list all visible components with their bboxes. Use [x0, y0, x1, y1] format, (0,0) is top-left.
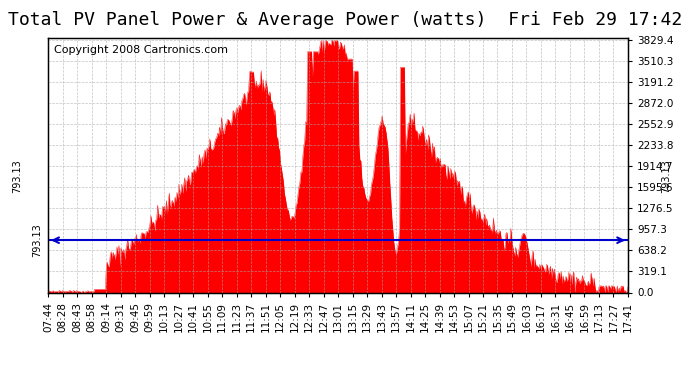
Text: 793.13: 793.13	[661, 159, 671, 193]
Text: Total PV Panel Power & Average Power (watts)  Fri Feb 29 17:42: Total PV Panel Power & Average Power (wa…	[8, 11, 682, 29]
Text: Copyright 2008 Cartronics.com: Copyright 2008 Cartronics.com	[54, 45, 228, 55]
Text: 793.13: 793.13	[12, 159, 22, 193]
Text: 793.13: 793.13	[32, 224, 43, 257]
